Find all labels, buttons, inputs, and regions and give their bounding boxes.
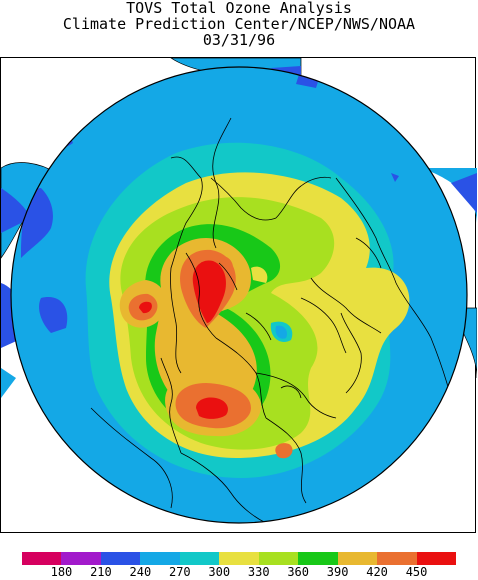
color-scale-bar xyxy=(22,552,456,565)
scale-tick-label: 390 xyxy=(326,565,349,579)
color-swatch-3 xyxy=(140,552,180,565)
color-swatch-9 xyxy=(377,552,417,565)
map-title: TOVS Total Ozone Analysis Climate Predic… xyxy=(0,0,478,48)
title-line-3: 03/31/96 xyxy=(202,31,276,49)
scale-tick-label: 360 xyxy=(287,565,310,579)
coastlines xyxy=(90,117,452,523)
color-swatch-1 xyxy=(61,552,101,565)
map-frame xyxy=(0,57,477,533)
ozone-field xyxy=(11,67,467,523)
scale-tick-label: 330 xyxy=(247,565,270,579)
scale-tick-label: 450 xyxy=(405,565,428,579)
scale-tick-label: 420 xyxy=(366,565,388,579)
color-swatch-5 xyxy=(219,552,259,565)
color-swatch-7 xyxy=(298,552,338,565)
title-line-2: Climate Prediction Center/NCEP/NWS/NOAA xyxy=(62,15,416,33)
scale-tick-label: 270 xyxy=(168,565,191,579)
color-swatch-6 xyxy=(258,552,299,565)
title-line-1: TOVS Total Ozone Analysis xyxy=(126,0,352,17)
color-swatch-4 xyxy=(179,552,220,565)
color-swatch-10 xyxy=(416,552,456,565)
scale-tick-label: 210 xyxy=(90,565,112,579)
map-boundary xyxy=(10,66,468,524)
color-scale-labels: 180 210 240 270 300 330 360 390 420 450 xyxy=(0,566,478,580)
ozone-map xyxy=(1,58,477,524)
scale-tick-label: 240 xyxy=(129,565,152,579)
scale-tick-label: 300 xyxy=(208,565,231,579)
color-swatch-2 xyxy=(100,552,141,565)
color-swatch-8 xyxy=(337,552,378,565)
color-swatch-0 xyxy=(22,552,62,565)
scale-tick-label: 180 xyxy=(50,565,73,579)
